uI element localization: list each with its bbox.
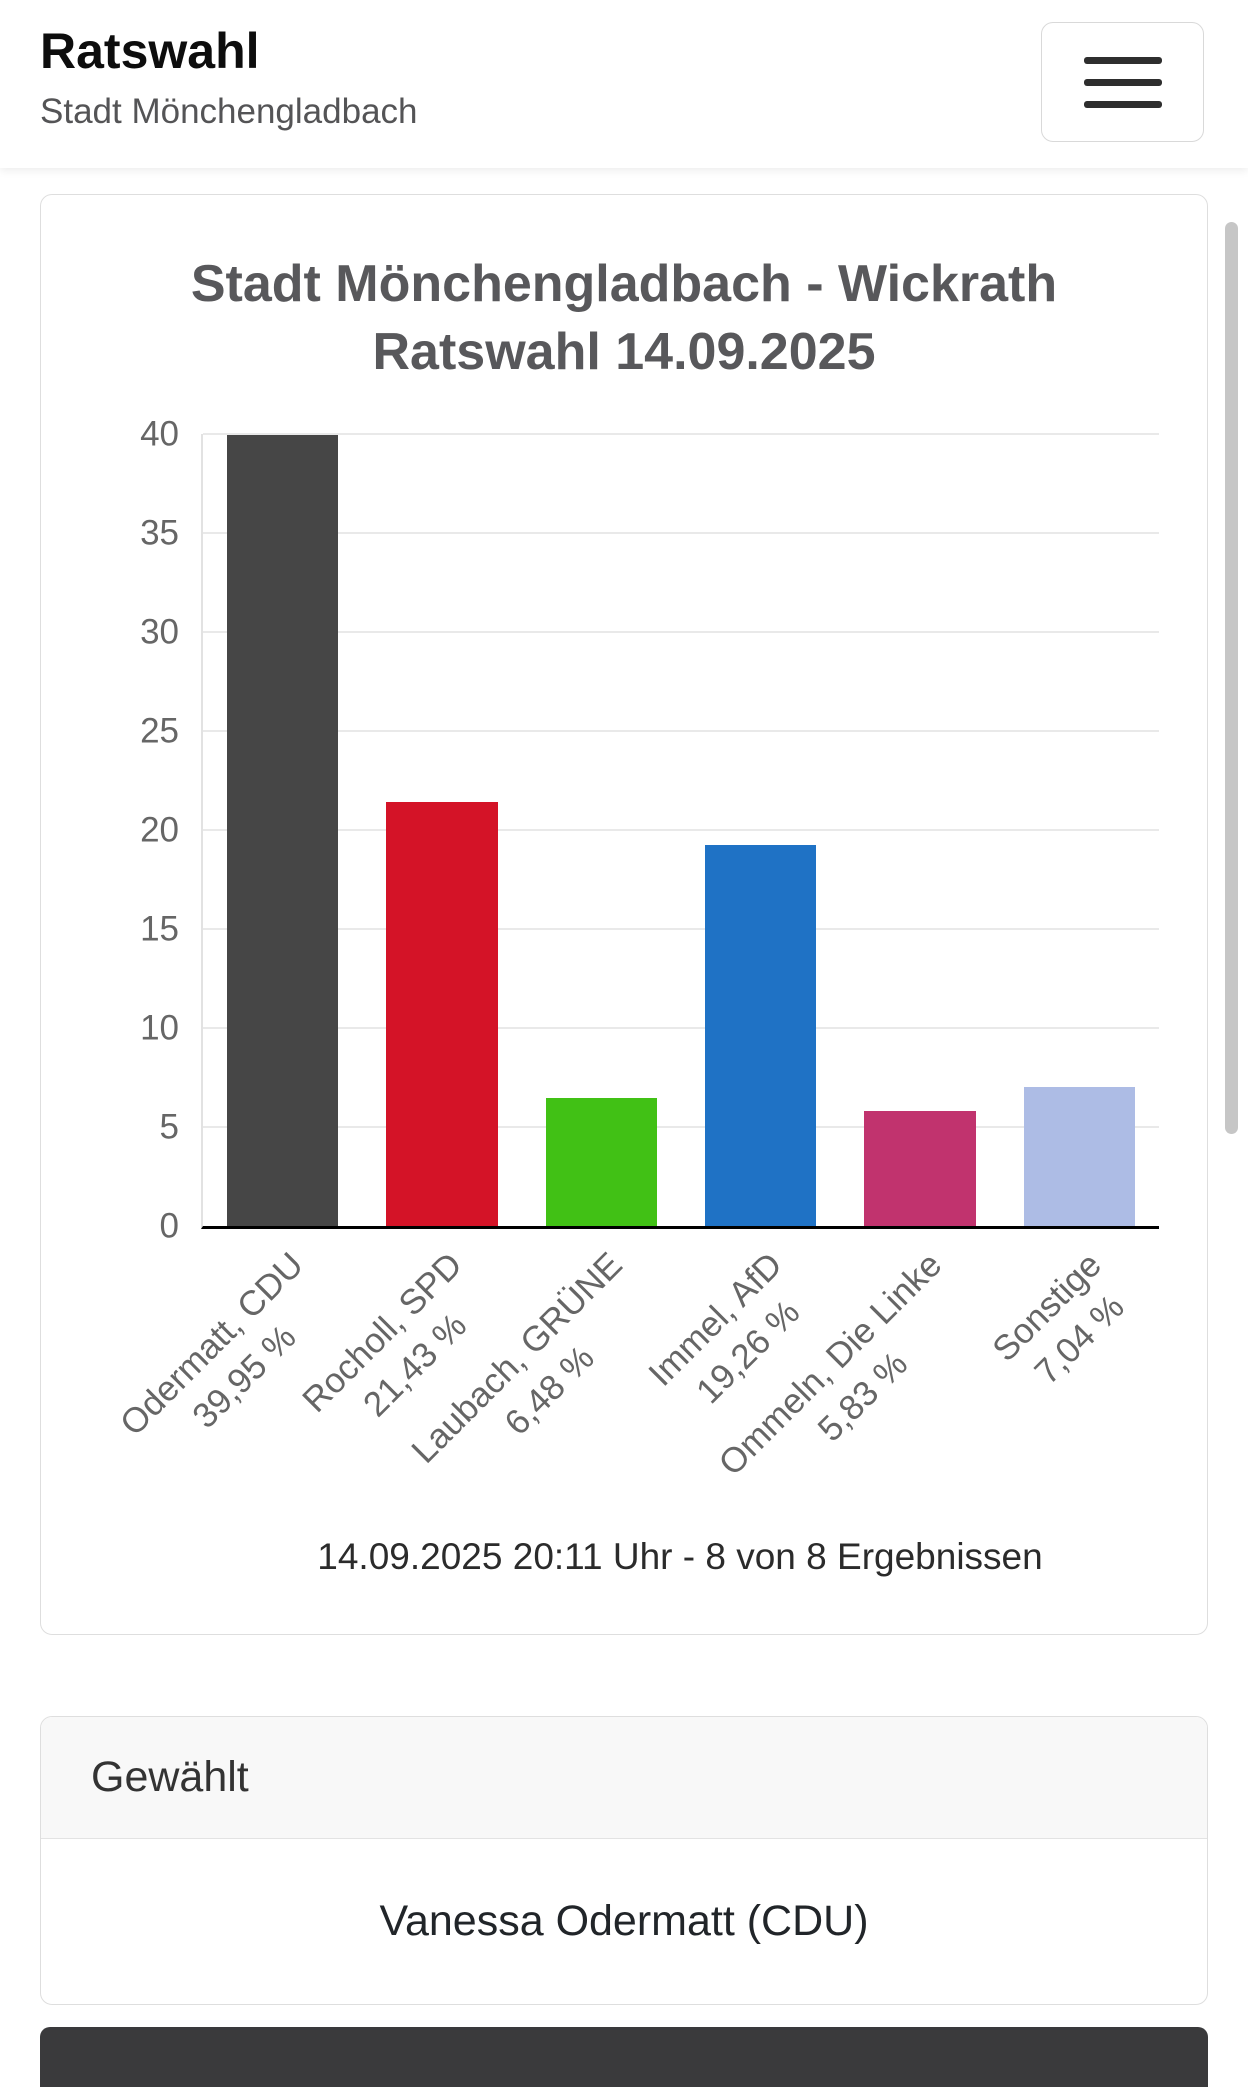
gridline [203, 631, 1159, 634]
gridline [203, 829, 1159, 832]
scrollbar-thumb[interactable] [1225, 222, 1238, 1134]
hamburger-icon [1083, 56, 1162, 108]
gridline [203, 532, 1159, 535]
y-axis-tick-label: 35 [140, 513, 179, 553]
menu-toggle-button[interactable] [1041, 22, 1204, 142]
y-axis-tick-label: 40 [140, 414, 179, 454]
y-axis-tick-label: 15 [140, 909, 179, 949]
gridline [203, 1126, 1159, 1129]
chart-bar[interactable] [545, 1097, 658, 1227]
y-axis-tick-label: 5 [159, 1107, 179, 1147]
gridline [203, 928, 1159, 931]
chart-bar[interactable] [386, 801, 498, 1227]
elected-card: Gewählt Vanessa Odermatt (CDU) [40, 1716, 1208, 2006]
chart-bar[interactable] [226, 435, 339, 1227]
x-axis-label: Sonstige 7,04 % [983, 1243, 1144, 1404]
y-axis-tick-label: 30 [140, 612, 179, 652]
results-chart-card: Stadt Mönchengladbach - Wickrath Ratswah… [40, 194, 1208, 1636]
page-content: Stadt Mönchengladbach - Wickrath Ratswah… [0, 194, 1248, 2087]
x-axis-labels: Odermatt, CDU 39,95 % Rocholl, SPD 21,43 % L… [112, 1229, 1159, 1494]
next-section-peek [40, 2027, 1208, 2087]
app-subtitle: Stadt Mönchengladbach [40, 92, 418, 131]
header: Ratswahl Stadt Mönchengladbach [0, 0, 1248, 168]
chart-caption: 14.09.2025 20:11 Uhr - 8 von 8 Ergebniss… [317, 1536, 1043, 1578]
x-axis-label: Odermatt, CDU 39,95 % [110, 1243, 345, 1478]
chart-bar[interactable] [1023, 1086, 1136, 1227]
elected-name: Vanessa Odermatt (CDU) [379, 1897, 869, 1946]
chart-bar[interactable] [864, 1110, 976, 1227]
chart-title-line-1: Stadt Mönchengladbach - Wickrath [190, 255, 1058, 313]
chart-title: Stadt Mönchengladbach - Wickrath Ratswah… [89, 251, 1159, 386]
gridline [203, 433, 1159, 436]
y-axis-tick-label: 0 [159, 1206, 179, 1246]
gridline [203, 1027, 1159, 1030]
y-axis-tick-label: 25 [140, 711, 179, 751]
elected-card-header: Gewählt [41, 1717, 1207, 1840]
y-axis-tick-label: 10 [140, 1008, 179, 1048]
bar-chart: 0 5 10 15 20 25 30 35 40 [140, 417, 1159, 1244]
y-axis-tick-label: 20 [140, 810, 179, 850]
chart-plot-area: 0 5 10 15 20 25 30 35 40 [140, 417, 1159, 1244]
gridline [203, 730, 1159, 733]
chart-title-line-2: Ratswahl 14.09.2025 [372, 322, 876, 381]
chart-bar[interactable] [704, 844, 817, 1227]
app-title: Ratswahl [40, 23, 260, 79]
header-text: Ratswahl Stadt Mönchengladbach [40, 22, 418, 132]
